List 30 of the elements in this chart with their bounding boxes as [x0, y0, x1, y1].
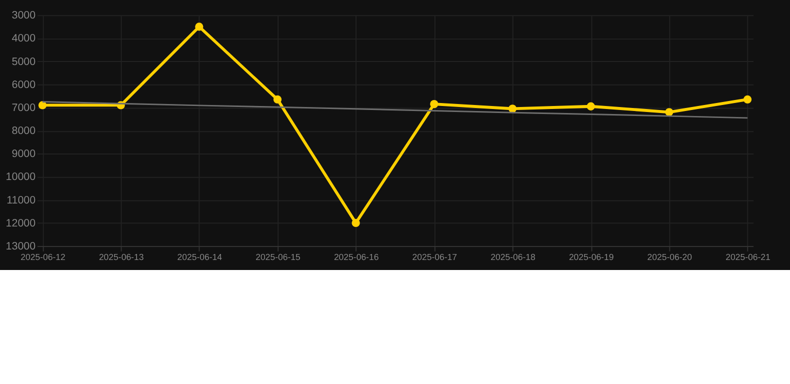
- point: [743, 95, 752, 104]
- x-tick-label: 2025-06-14: [177, 252, 222, 262]
- x-tick-label: 2025-06-20: [647, 252, 692, 262]
- y-tick-label: 11000: [6, 194, 36, 206]
- x-tick-label: 2025-06-18: [490, 252, 536, 262]
- y-tick-label: 9000: [12, 148, 36, 160]
- x-tick-label: 2025-06-12: [20, 252, 66, 262]
- point: [195, 22, 204, 31]
- x-tick-label: 2025-06-17: [412, 252, 458, 262]
- x-tick-label: 2025-06-16: [334, 252, 379, 262]
- point: [430, 100, 438, 108]
- point: [38, 101, 47, 110]
- point: [508, 104, 517, 113]
- y-tick-label: 5000: [12, 56, 36, 68]
- point: [352, 218, 360, 228]
- y-tick-label: 10000: [6, 171, 36, 184]
- x-tick-label: 2025-06-13: [98, 252, 144, 262]
- point: [665, 108, 674, 116]
- y-tick-label: 3000: [12, 10, 36, 22]
- y-tick-label: 13000: [6, 240, 36, 252]
- x-tick-label: 2025-06-15: [256, 252, 300, 262]
- y-tick-label: 12000: [6, 217, 36, 230]
- y-tick-label: 8000: [12, 125, 36, 138]
- point: [273, 95, 282, 104]
- y-tick-label: 7000: [12, 102, 36, 114]
- x-tick-label: 2025-06-19: [568, 252, 614, 262]
- point: [586, 102, 595, 110]
- y-tick-label: 6000: [12, 78, 36, 91]
- y-tick-label: 4000: [12, 32, 36, 45]
- x-tick-label: 2025-06-21: [726, 252, 770, 262]
